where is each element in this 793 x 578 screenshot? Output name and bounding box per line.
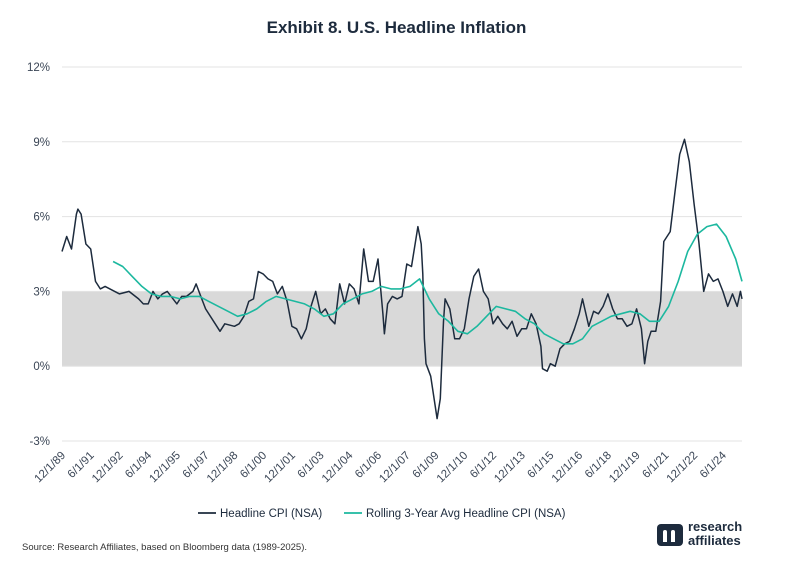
research-affiliates-logo-icon <box>657 524 683 546</box>
y-tick-label: 3% <box>33 286 50 298</box>
x-tick-label: 12/1/19 <box>607 450 643 486</box>
series-line-rolling-3yr-avg <box>112 223 743 345</box>
x-tick-label: 12/1/13 <box>492 450 528 486</box>
x-tick-label: 12/1/92 <box>90 450 126 486</box>
y-tick-label: 6% <box>33 212 50 224</box>
y-tick-label: 9% <box>33 137 50 149</box>
chart-title: Exhibit 8. U.S. Headline Inflation <box>266 18 527 37</box>
series-line-headline-cpi <box>61 138 743 420</box>
x-tick-label: 12/1/95 <box>147 450 183 486</box>
logo-text-line2: affiliates <box>688 533 741 548</box>
y-tick-label: 12% <box>27 62 50 74</box>
source-note: Source: Research Affiliates, based on Bl… <box>22 542 307 553</box>
x-tick-label: 12/1/10 <box>435 450 471 486</box>
logo-text-line1: research <box>688 519 743 534</box>
x-tick-label: 12/1/04 <box>320 449 356 485</box>
research-affiliates-logo: research affiliates <box>657 520 767 550</box>
legend-label: Rolling 3-Year Avg Headline CPI (NSA) <box>366 508 566 520</box>
y-tick-label: -3% <box>30 436 50 448</box>
shaded-band-0-3 <box>62 291 742 367</box>
x-tick-label: 12/1/22 <box>665 450 701 486</box>
x-tick-label: 12/1/89 <box>33 450 69 486</box>
x-tick-label: 12/1/98 <box>205 450 241 486</box>
x-tick-label: 12/1/07 <box>377 450 413 486</box>
x-tick-label: 6/1/24 <box>698 449 730 481</box>
y-tick-label: 0% <box>33 361 50 373</box>
x-tick-label: 12/1/16 <box>550 450 586 486</box>
x-tick-label: 12/1/01 <box>262 450 298 486</box>
legend-label: Headline CPI (NSA) <box>220 508 322 520</box>
